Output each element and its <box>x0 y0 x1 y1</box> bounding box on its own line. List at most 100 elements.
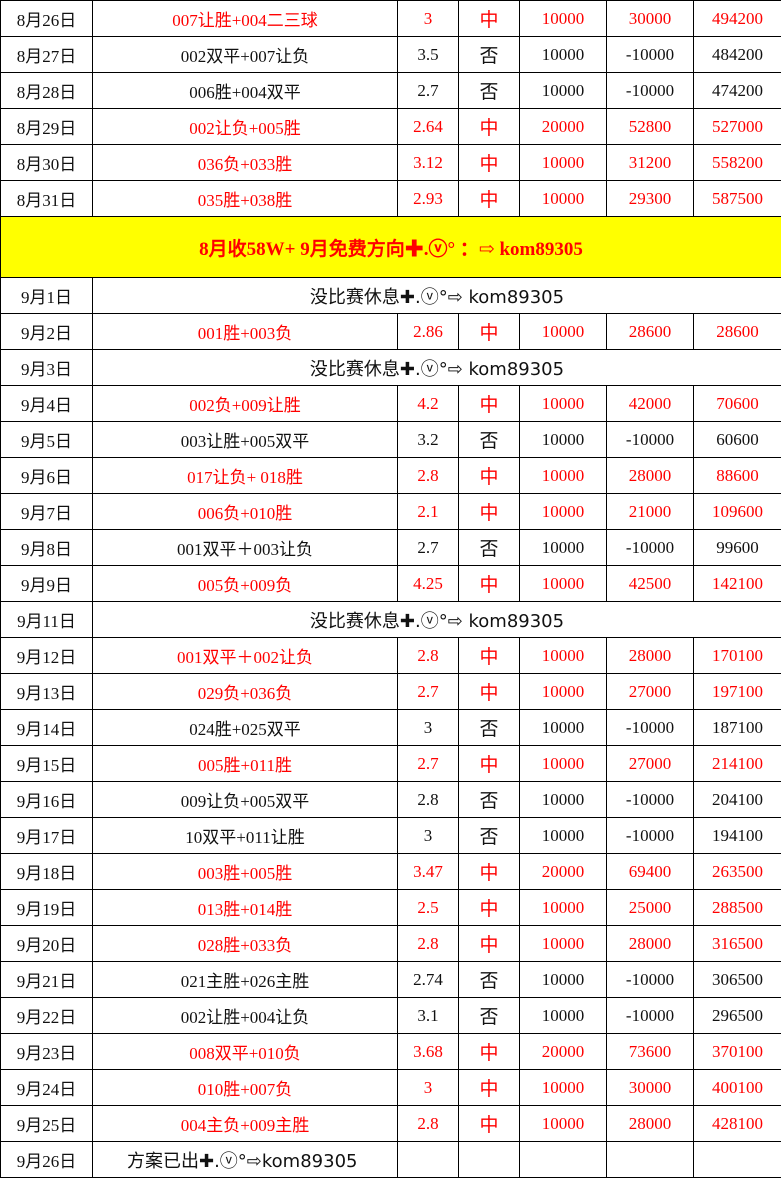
profit-cell: 30000 <box>606 0 694 37</box>
bet-cell: 003让胜+005双平 <box>92 421 398 458</box>
bet-cell: 006胜+004双平 <box>92 72 398 109</box>
table-row: 8月30日 036负+033胜 3.12 中 10000 31200 558200 <box>0 144 781 181</box>
odds-cell: 3.2 <box>397 421 459 458</box>
profit-cell: 31200 <box>606 144 694 181</box>
balance-cell: 60600 <box>693 421 781 458</box>
table-row: 9月2日 001胜+003负 2.86 中 10000 28600 28600 <box>0 313 781 350</box>
table-row: 9月22日 002让胜+004让负 3.1 否 10000 -10000 296500 <box>0 997 781 1034</box>
stake-cell: 10000 <box>519 180 607 217</box>
table-row: 8月29日 002让负+005胜 2.64 中 20000 52800 527000 <box>0 108 781 145</box>
table-row: 9月4日 002负+009让胜 4.2 中 10000 42000 70600 <box>0 385 781 422</box>
date-cell: 9月22日 <box>0 997 93 1034</box>
balance-cell: 214100 <box>693 745 781 782</box>
table-row: 8月28日 006胜+004双平 2.7 否 10000 -10000 474200 <box>0 72 781 109</box>
table-row: 9月1日 没比赛休息✚.ⓥ°⇨ kom89305 <box>0 277 781 314</box>
result-cell: 中 <box>458 1069 520 1106</box>
rest-note: 没比赛休息✚.ⓥ°⇨ kom89305 <box>92 277 781 314</box>
date-cell: 9月9日 <box>0 565 93 602</box>
odds-cell: 2.8 <box>397 637 459 674</box>
balance-cell: 88600 <box>693 457 781 494</box>
result-cell: 中 <box>458 673 520 710</box>
bet-cell: 004主负+009主胜 <box>92 1105 398 1142</box>
date-cell: 9月21日 <box>0 961 93 998</box>
date-cell: 9月13日 <box>0 673 93 710</box>
balance-cell: 187100 <box>693 709 781 746</box>
stake-cell: 10000 <box>519 385 607 422</box>
balance-cell: 204100 <box>693 781 781 818</box>
table-row: 9月23日 008双平+010负 3.68 中 20000 73600 370100 <box>0 1033 781 1070</box>
table-row: 9月9日 005负+009负 4.25 中 10000 42500 142100 <box>0 565 781 602</box>
odds-cell: 2.74 <box>397 961 459 998</box>
promo-banner: 8月收58W+ 9月免费方向✚.ⓥ° ：⇨ kom89305 <box>0 216 781 278</box>
date-cell: 9月24日 <box>0 1069 93 1106</box>
balance-cell: 306500 <box>693 961 781 998</box>
odds-cell: 3.5 <box>397 36 459 73</box>
result-cell: 否 <box>458 421 520 458</box>
table-row: 9月14日 024胜+025双平 3 否 10000 -10000 187100 <box>0 709 781 746</box>
balance-cell: 400100 <box>693 1069 781 1106</box>
profit-cell: 28600 <box>606 313 694 350</box>
bet-cell: 029负+036负 <box>92 673 398 710</box>
profit-cell: -10000 <box>606 961 694 998</box>
odds-cell: 2.93 <box>397 180 459 217</box>
empty-cell <box>519 1141 607 1178</box>
result-cell: 中 <box>458 1033 520 1070</box>
balance-cell: 263500 <box>693 853 781 890</box>
balance-cell: 194100 <box>693 817 781 854</box>
profit-cell: 27000 <box>606 745 694 782</box>
profit-cell: 25000 <box>606 889 694 926</box>
profit-cell: -10000 <box>606 36 694 73</box>
profit-cell: 28000 <box>606 925 694 962</box>
stake-cell: 10000 <box>519 997 607 1034</box>
odds-cell: 3.12 <box>397 144 459 181</box>
result-cell: 中 <box>458 385 520 422</box>
rest-note: 没比赛休息✚.ⓥ°⇨ kom89305 <box>92 349 781 386</box>
table-row: 9月16日 009让负+005双平 2.8 否 10000 -10000 204100 <box>0 781 781 818</box>
date-cell: 9月19日 <box>0 889 93 926</box>
odds-cell: 2.7 <box>397 745 459 782</box>
stake-cell: 10000 <box>519 493 607 530</box>
bet-cell: 001双平＋002让负 <box>92 637 398 674</box>
bet-cell: 006负+010胜 <box>92 493 398 530</box>
stake-cell: 20000 <box>519 853 607 890</box>
stake-cell: 10000 <box>519 709 607 746</box>
date-cell: 9月25日 <box>0 1105 93 1142</box>
odds-cell: 3 <box>397 1069 459 1106</box>
date-cell: 9月1日 <box>0 277 93 314</box>
result-cell: 否 <box>458 709 520 746</box>
result-cell: 中 <box>458 889 520 926</box>
bet-cell: 024胜+025双平 <box>92 709 398 746</box>
result-cell: 否 <box>458 36 520 73</box>
bet-cell: 021主胜+026主胜 <box>92 961 398 998</box>
odds-cell: 2.8 <box>397 1105 459 1142</box>
profit-cell: 27000 <box>606 673 694 710</box>
profit-cell: 42000 <box>606 385 694 422</box>
bet-cell: 010胜+007负 <box>92 1069 398 1106</box>
table-row: 9月13日 029负+036负 2.7 中 10000 27000 197100 <box>0 673 781 710</box>
stake-cell: 10000 <box>519 673 607 710</box>
result-cell: 中 <box>458 925 520 962</box>
date-cell: 9月2日 <box>0 313 93 350</box>
result-cell: 中 <box>458 565 520 602</box>
result-cell: 中 <box>458 1105 520 1142</box>
odds-cell: 3 <box>397 709 459 746</box>
odds-cell: 3 <box>397 0 459 37</box>
date-cell: 9月26日 <box>0 1141 93 1178</box>
balance-cell: 558200 <box>693 144 781 181</box>
result-cell: 否 <box>458 997 520 1034</box>
bet-cell: 002双平+007让负 <box>92 36 398 73</box>
bet-cell: 028胜+033负 <box>92 925 398 962</box>
odds-cell: 2.1 <box>397 493 459 530</box>
table-row: 8月27日 002双平+007让负 3.5 否 10000 -10000 484200 <box>0 36 781 73</box>
odds-cell: 3.1 <box>397 997 459 1034</box>
date-cell: 8月30日 <box>0 144 93 181</box>
bet-cell: 005负+009负 <box>92 565 398 602</box>
date-cell: 9月18日 <box>0 853 93 890</box>
date-cell: 9月15日 <box>0 745 93 782</box>
profit-cell: 52800 <box>606 108 694 145</box>
profit-cell: -10000 <box>606 529 694 566</box>
profit-cell: 42500 <box>606 565 694 602</box>
bet-cell: 001胜+003负 <box>92 313 398 350</box>
odds-cell: 2.8 <box>397 781 459 818</box>
result-cell: 否 <box>458 781 520 818</box>
